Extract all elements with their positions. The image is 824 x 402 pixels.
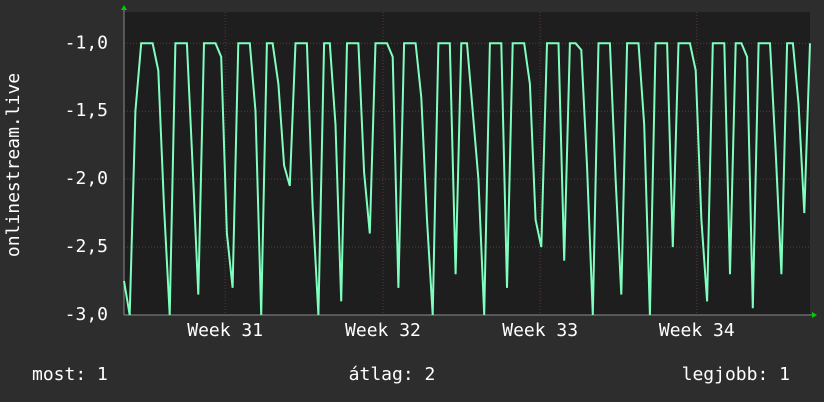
x-tick-label: Week 34 — [659, 320, 735, 341]
axis-arrow — [121, 5, 127, 10]
data-line — [123, 42, 811, 316]
y-tick-label: -1,5 — [65, 100, 108, 121]
axis-arrow — [812, 312, 817, 318]
stat-best: legjobb: 1 — [682, 364, 790, 385]
y-tick-label: -1,0 — [65, 32, 108, 53]
y-tick-label: -2,5 — [65, 236, 108, 257]
stat-average: átlag: 2 — [349, 364, 436, 385]
x-tick-label: Week 32 — [345, 320, 421, 341]
y-tick-label: -3,0 — [65, 304, 108, 325]
y-axis-label: onlinestream.live — [3, 73, 24, 257]
x-tick-label: Week 33 — [502, 320, 578, 341]
stat-current: most: 1 — [32, 364, 108, 385]
x-tick-label: Week 31 — [187, 320, 263, 341]
y-tick-label: -2,0 — [65, 168, 108, 189]
